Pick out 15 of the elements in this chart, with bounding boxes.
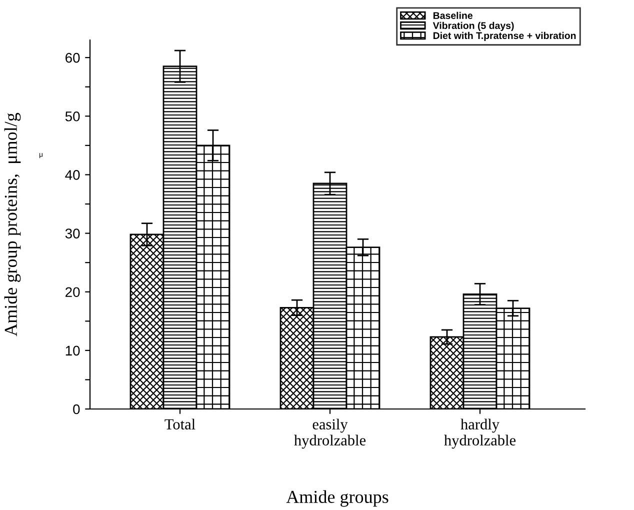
y-tick-label: 20 (66, 287, 80, 298)
y-tick-label: 10 (66, 346, 80, 356)
y-tick-label: 50 (65, 111, 80, 122)
x-tick-label: easily hydrolzable (294, 418, 366, 449)
x-tick-label: Total (164, 418, 196, 430)
x-axis-title: Amide groups (286, 490, 388, 507)
y-tick-label: 0 (73, 404, 80, 414)
y-tick-label: 30 (65, 228, 80, 238)
x-tick-label: hardly hydrolzable (444, 418, 516, 449)
y-tick-label: 40 (65, 170, 80, 180)
legend-label: Vibration (5 days) (432, 22, 514, 31)
y-tick-label: 60 (66, 52, 80, 63)
y-axis-title: Amide group proteins, μmol/g (4, 112, 21, 336)
legend-label: Diet with T.pratense + vibration (433, 32, 576, 41)
legend-label: Baseline (433, 12, 472, 19)
